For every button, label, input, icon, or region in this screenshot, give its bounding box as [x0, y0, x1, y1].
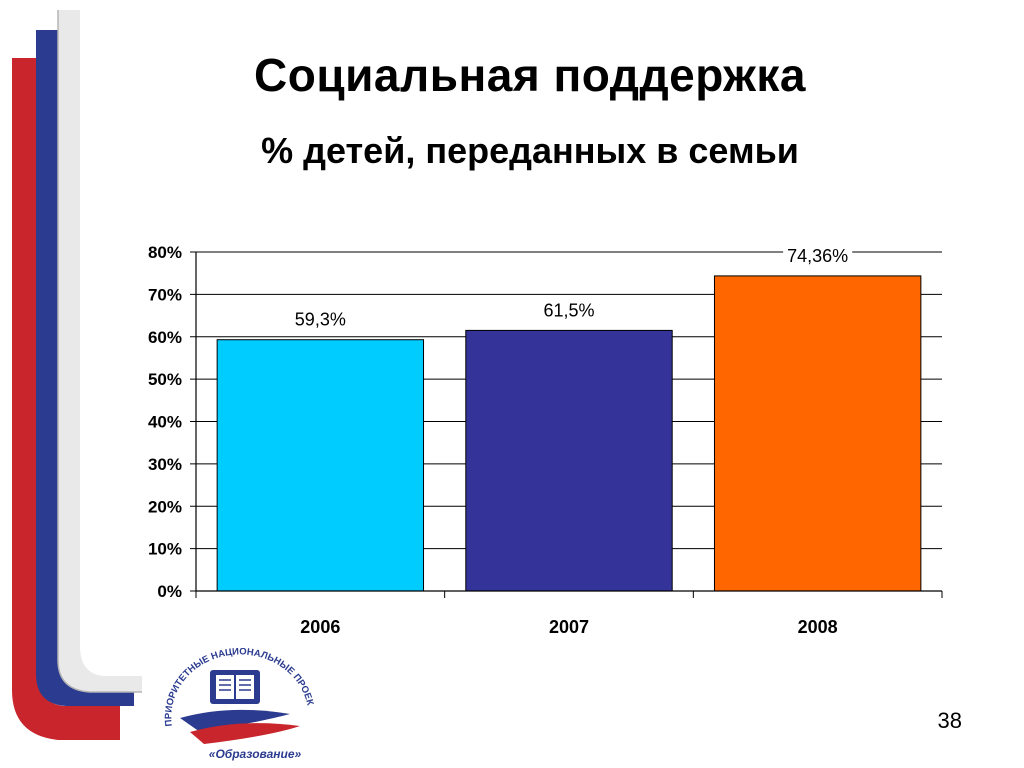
x-tick-label: 2008 [798, 617, 838, 637]
page-number: 38 [937, 708, 962, 733]
y-tick-label: 60% [148, 328, 182, 347]
logo-blue-wave [180, 709, 290, 732]
data-label: 74,36% [787, 246, 848, 266]
chart-labels: 0% 10% 20% 30% 40% 50% 60% 70% 80% 59,3% 2006 61,5%… [148, 243, 853, 637]
y-tick-label: 40% [148, 413, 182, 432]
data-label: 59,3% [295, 310, 346, 330]
bar-2006 [216, 339, 425, 592]
bar-2008 [713, 275, 922, 592]
chart-bars [216, 275, 922, 592]
chart-axes [190, 251, 943, 598]
y-tick-label: 10% [148, 540, 182, 559]
red-stripe [12, 58, 120, 740]
data-label-background [783, 244, 853, 267]
data-label: 61,5% [543, 300, 594, 320]
data-label-background [539, 299, 599, 322]
y-tick-label: 80% [148, 243, 182, 262]
bar-2007 [465, 329, 673, 592]
x-tick-label: 2007 [549, 617, 589, 637]
slide-title: Социальная поддержка [254, 49, 806, 101]
logo-bottom-text: «Образование» [209, 747, 302, 761]
tricolor-stripes-decoration [12, 10, 142, 740]
y-tick-label: 30% [148, 455, 182, 474]
slide-subtitle: % детей, переданных в семьи [261, 130, 799, 171]
y-tick-label: 20% [148, 497, 182, 516]
national-projects-education-logo: ПРИОРИТЕТНЫЕ НАЦИОНАЛЬНЫЕ ПРОЕКТЫ «Образ… [160, 648, 315, 761]
x-tick-label: 2006 [300, 617, 340, 637]
blue-stripe [36, 30, 134, 706]
data-label-background [290, 308, 350, 331]
y-tick-label: 0% [157, 582, 182, 601]
white-stripe [58, 10, 142, 692]
white-stripe-edge [57, 10, 142, 693]
logo-red-wave [190, 723, 300, 744]
y-tick-label: 70% [148, 285, 182, 304]
y-tick-label: 50% [148, 370, 182, 389]
